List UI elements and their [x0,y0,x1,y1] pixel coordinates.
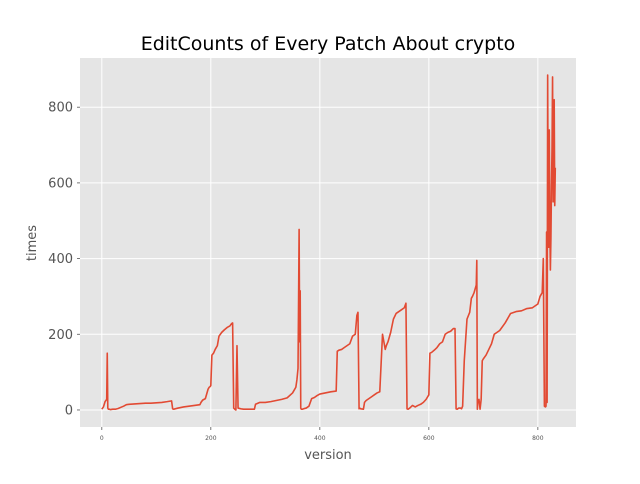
y-tick-label: 200 [48,328,73,343]
y-tick-label: 800 [48,101,73,116]
chart-title: EditCounts of Every Patch About crypto [141,33,516,55]
x-axis-label: version [304,448,352,463]
x-tick-label: 600 [423,435,435,442]
x-tick-label: 400 [314,435,326,442]
y-axis-ticks: 0 200 400 600 800 [48,101,80,418]
x-tick-label: 200 [205,435,217,442]
y-tick-label: 0 [65,403,73,418]
y-axis-label: times [25,225,40,261]
grid-lines [80,58,576,427]
y-tick-label: 600 [48,176,73,191]
data-layer [101,74,557,411]
plot-area-background [80,58,576,427]
x-axis-ticks: 0 200 400 600 800 [100,427,544,442]
y-tick-label: 400 [48,252,73,267]
series-line [101,74,557,411]
x-tick-label: 800 [532,435,544,442]
x-tick-label: 0 [100,435,104,442]
